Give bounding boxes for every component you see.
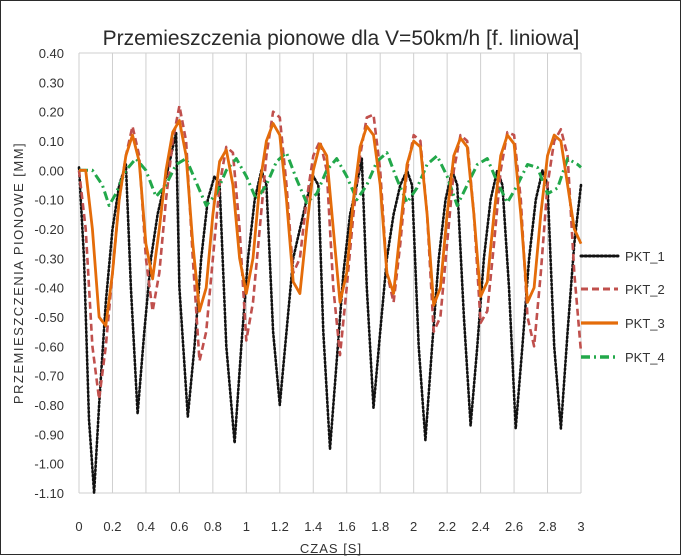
x-tick-label: 0.2 bbox=[103, 519, 121, 534]
y-tick-label: -0.50 bbox=[34, 310, 64, 325]
y-tick-label: -0.60 bbox=[34, 339, 64, 354]
legend-label-pkt-3: PKT_3 bbox=[625, 316, 665, 331]
y-tick-label: -0.30 bbox=[34, 251, 64, 266]
x-tick-label: 0.8 bbox=[204, 519, 222, 534]
y-tick-label: -0.70 bbox=[34, 369, 64, 384]
y-tick-label: -1.10 bbox=[34, 486, 64, 501]
y-axis-label: PRZEMIESZCZENIA PIONOWE [MM] bbox=[11, 142, 26, 404]
x-tick-label: 0 bbox=[75, 519, 82, 534]
x-tick-label: 0.4 bbox=[137, 519, 155, 534]
x-tick-label: 1.4 bbox=[304, 519, 322, 534]
series-line-pkt-3 bbox=[79, 119, 583, 328]
y-tick-label: -0.80 bbox=[34, 398, 64, 413]
x-tick-label: 3 bbox=[577, 519, 584, 534]
x-tick-label: 1.8 bbox=[371, 519, 389, 534]
y-tick-label: 0.30 bbox=[39, 75, 64, 90]
x-tick-label: 2.2 bbox=[438, 519, 456, 534]
legend-label-pkt-2: PKT_2 bbox=[625, 282, 665, 297]
y-tick-label: 0.20 bbox=[39, 105, 64, 120]
x-tick-label: 2.6 bbox=[505, 519, 523, 534]
y-tick-label: -0.40 bbox=[34, 281, 64, 296]
y-tick-label: 0.00 bbox=[39, 163, 64, 178]
x-tick-label: 1.6 bbox=[338, 519, 356, 534]
legend: PKT_1 PKT_2 PKT_3 PKT_4 bbox=[579, 249, 665, 365]
chart-title: Przemieszczenia pionowe dla V=50km/h [f.… bbox=[103, 27, 580, 50]
series-line-pkt-4 bbox=[79, 151, 582, 207]
series-lines bbox=[77, 104, 583, 495]
x-tick-label: 2.8 bbox=[538, 519, 556, 534]
series-line-pkt-1 bbox=[77, 130, 583, 495]
x-tick-label: 1 bbox=[243, 519, 250, 534]
y-tick-label: -1.00 bbox=[34, 457, 64, 472]
x-tick-label: 0.6 bbox=[170, 519, 188, 534]
y-tick-label: -0.10 bbox=[34, 193, 64, 208]
legend-label-pkt-1: PKT_1 bbox=[625, 249, 665, 264]
x-tick-label: 2 bbox=[410, 519, 417, 534]
x-tick-label: 2.4 bbox=[472, 519, 490, 534]
y-axis-ticks: 0.40 0.30 0.20 0.10 0.00 -0.10 -0.20 -0.30 -0.40… bbox=[34, 46, 64, 501]
x-axis-ticks: 0 0.2 0.4 0.6 0.8 1 1.2 1.4 1.6 1.8 2 2.2 2.4 2.6 2.8 3 bbox=[75, 519, 584, 534]
y-tick-label: -0.20 bbox=[34, 222, 64, 237]
x-tick-label: 1.2 bbox=[271, 519, 289, 534]
y-tick-label: -0.90 bbox=[34, 427, 64, 442]
legend-label-pkt-4: PKT_4 bbox=[625, 350, 665, 365]
x-axis-label: CZAS [S] bbox=[300, 541, 362, 556]
y-tick-label: 0.40 bbox=[39, 46, 64, 61]
y-tick-label: 0.10 bbox=[39, 134, 64, 149]
